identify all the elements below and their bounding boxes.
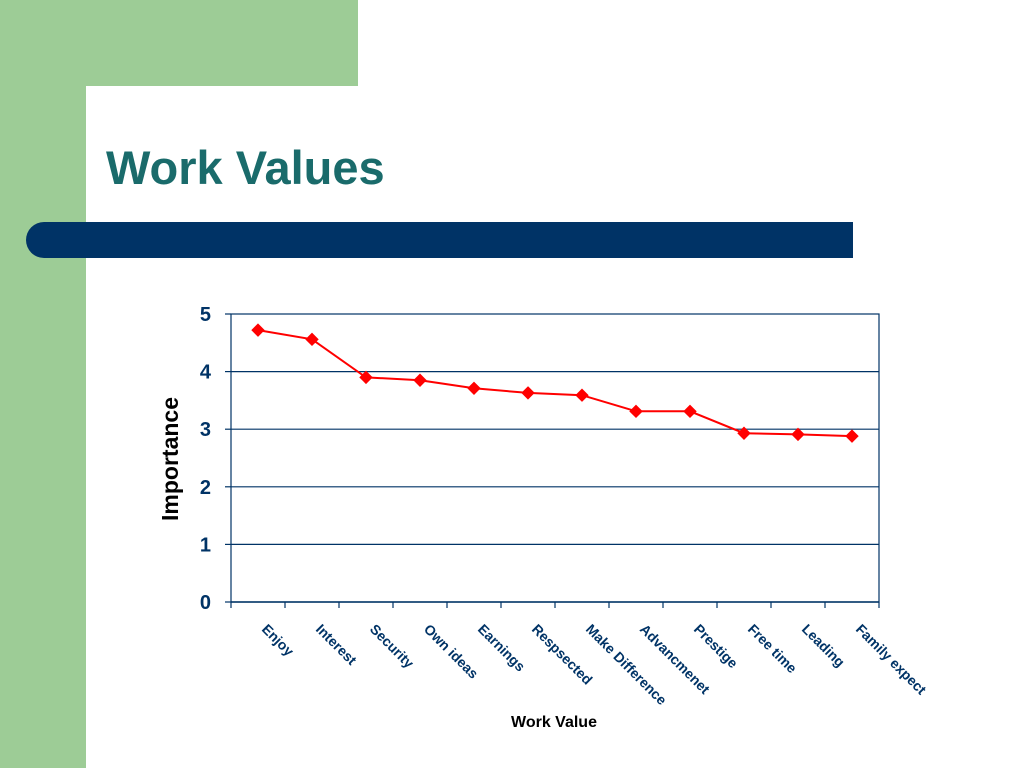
y-tick-label: 1 xyxy=(200,534,211,556)
x-tick-label: Family expect xyxy=(853,621,930,698)
slide-title: Work Values xyxy=(106,141,385,194)
top-decor-band xyxy=(0,0,358,86)
x-tick-label: Security xyxy=(367,621,418,672)
data-point-earnings xyxy=(467,381,481,396)
series-line-0 xyxy=(257,329,853,438)
x-axis-title: Work Value xyxy=(511,714,597,731)
data-point-leading xyxy=(791,427,805,442)
data-point-respsected xyxy=(521,386,535,400)
data-point-interest xyxy=(305,332,319,347)
x-tick-label: Prestige xyxy=(691,621,742,672)
x-tick-label: Enjoy xyxy=(259,621,297,659)
y-tick-label: 5 xyxy=(200,304,211,326)
y-tick-label: 0 xyxy=(200,592,211,614)
left-decor-band xyxy=(0,0,86,768)
y-tick-label: 3 xyxy=(200,419,211,441)
data-point-family-expect xyxy=(845,429,859,443)
y-axis-title: Importance xyxy=(157,397,183,521)
data-point-prestige xyxy=(683,404,697,419)
data-point-make-difference xyxy=(575,388,589,402)
data-point-enjoy xyxy=(251,323,265,337)
x-tick-label: Earnings xyxy=(475,621,529,675)
x-tick-label: Free time xyxy=(745,621,800,676)
plot-area-border xyxy=(230,313,880,603)
data-point-advancmenet xyxy=(629,404,643,419)
y-tick-label: 2 xyxy=(200,477,211,499)
data-point-own-ideas xyxy=(413,373,427,387)
title-underline-bar xyxy=(26,222,853,258)
x-tick-label: Leading xyxy=(799,621,848,670)
y-tick-label: 4 xyxy=(200,362,212,384)
x-tick-label: Own ideas xyxy=(421,621,482,682)
slide-content-panel xyxy=(86,86,1024,768)
data-point-free-time xyxy=(737,426,751,440)
x-tick-label: Interest xyxy=(313,621,360,668)
data-point-security xyxy=(359,370,373,385)
